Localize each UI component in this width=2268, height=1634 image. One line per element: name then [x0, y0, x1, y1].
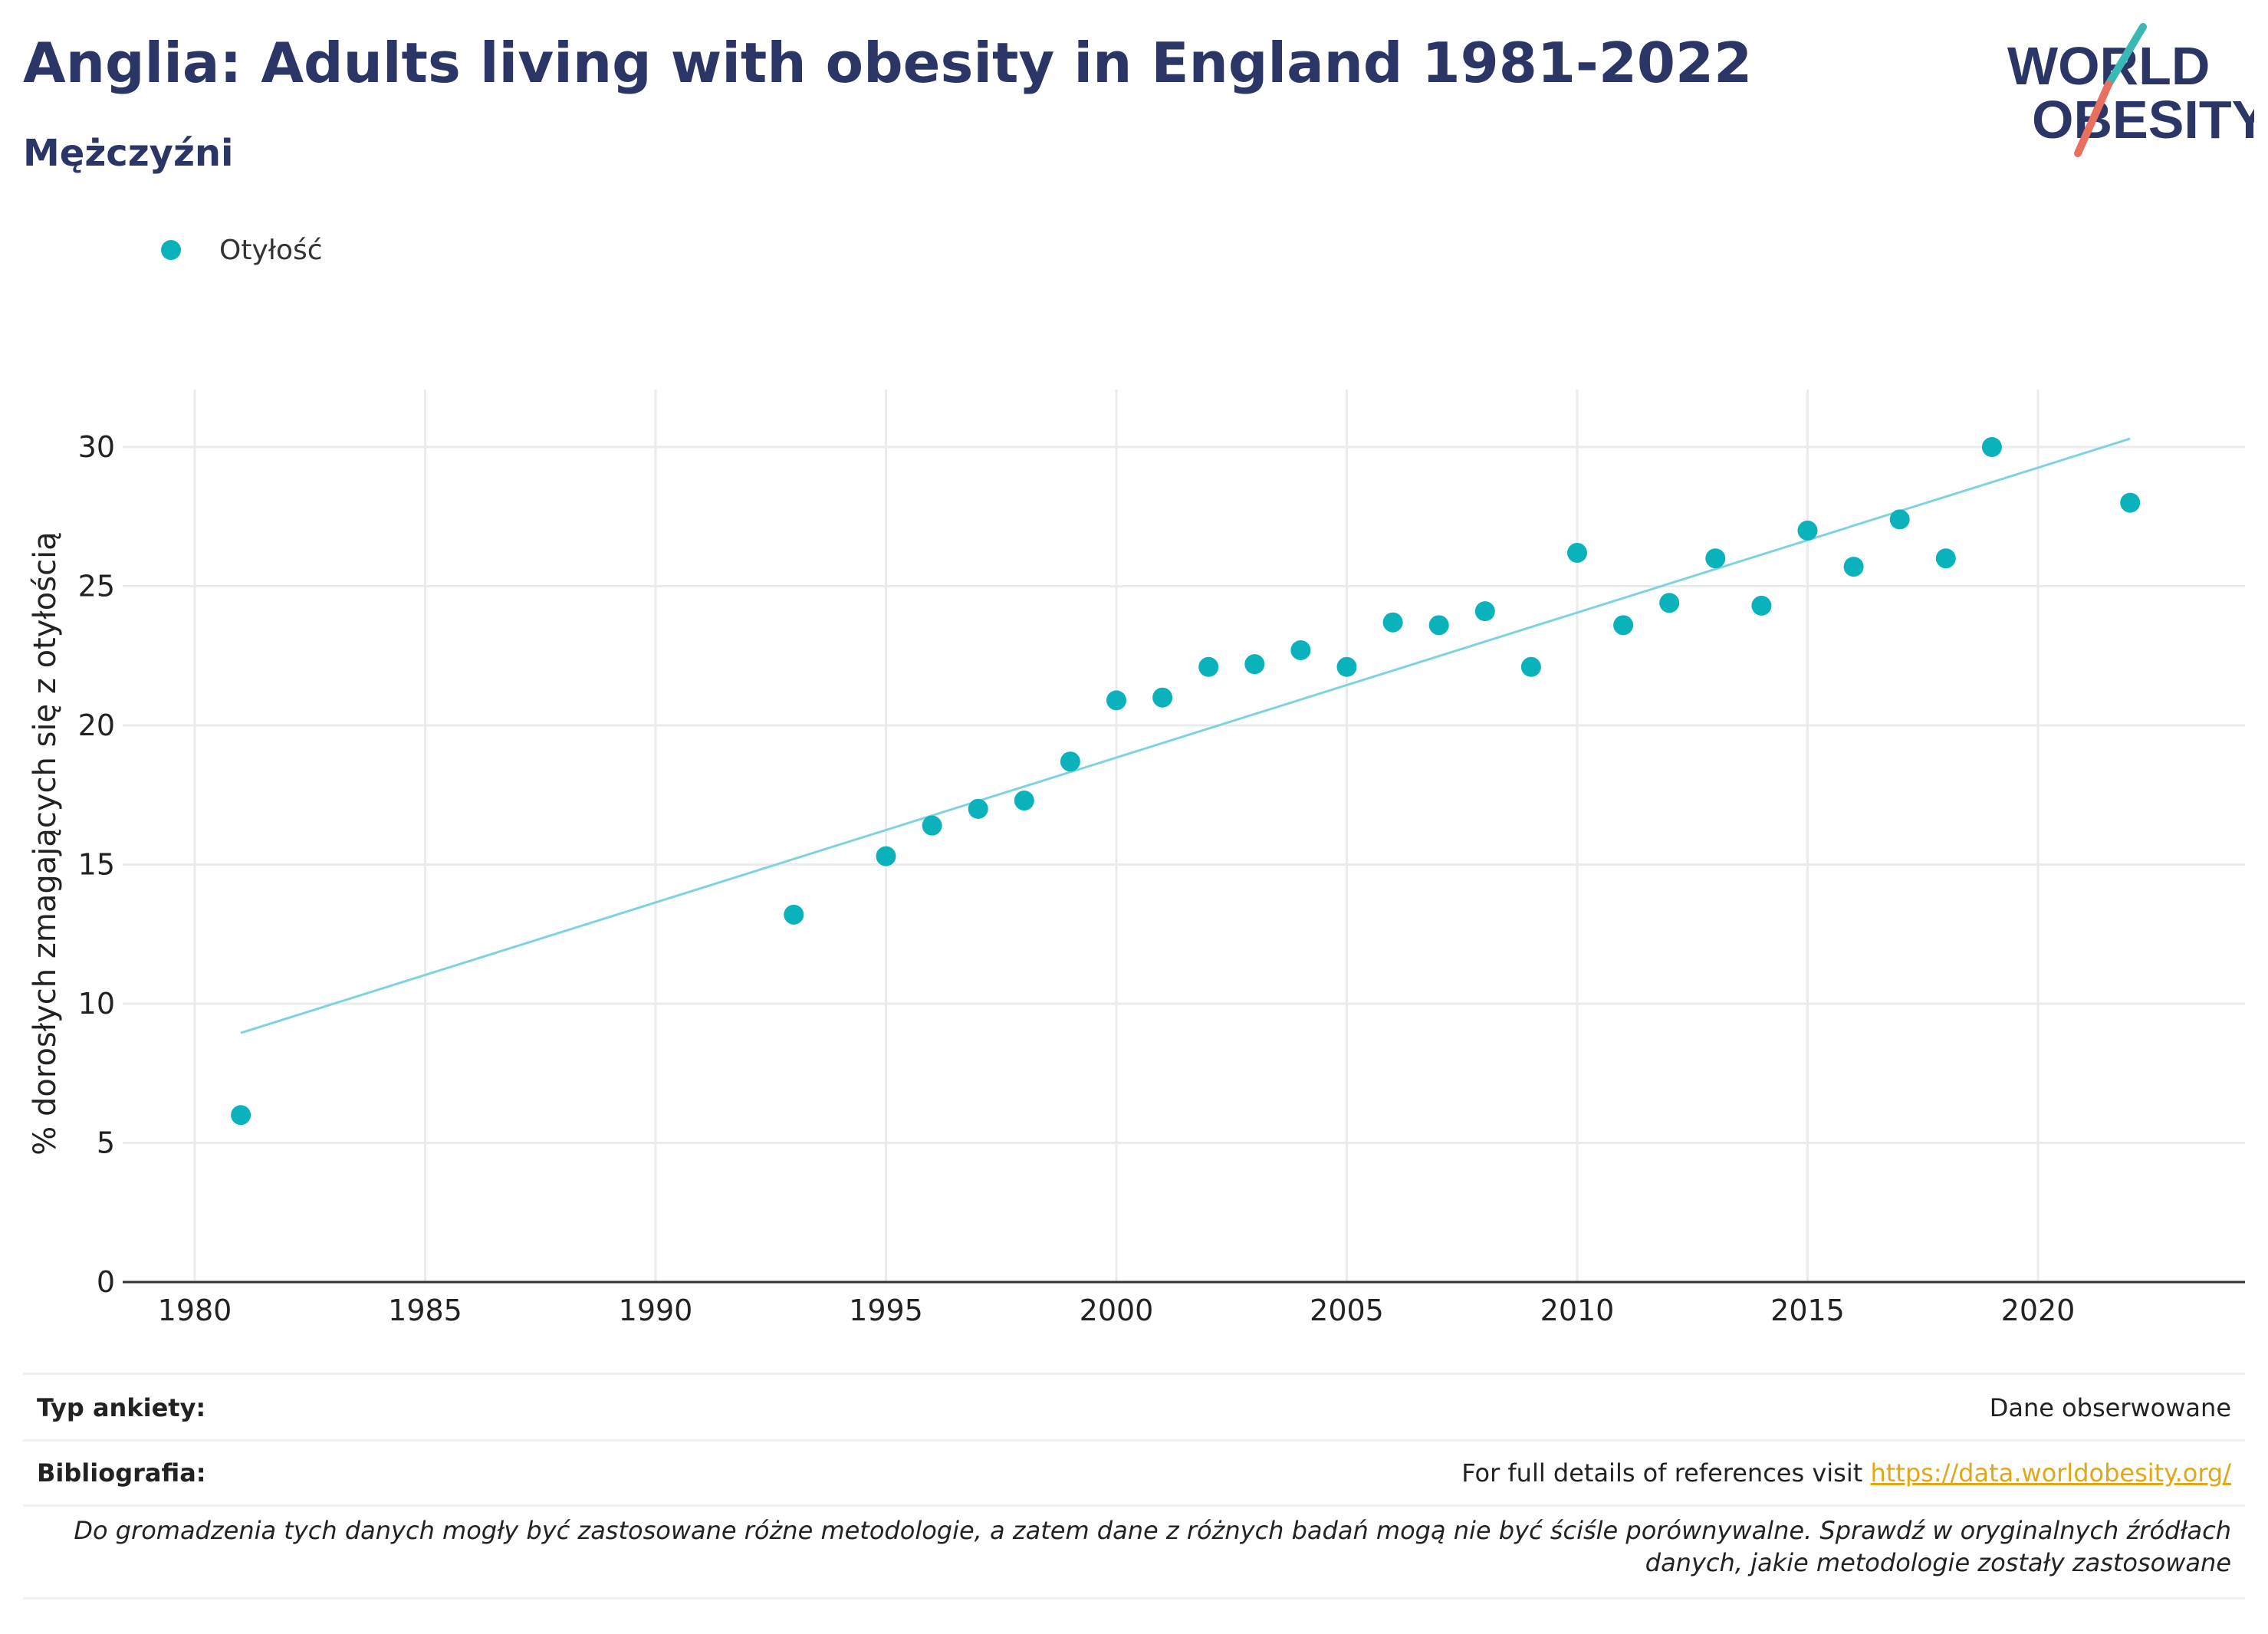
data-point: [784, 904, 804, 925]
x-tick-label: 2015: [1770, 1294, 1845, 1327]
legend-marker: [161, 240, 181, 260]
y-tick-label: 30: [78, 430, 115, 464]
methodology-note-line-2: danych, jakie metodologie zostały zastos…: [1645, 1548, 2231, 1577]
data-point: [1567, 542, 1587, 563]
data-point: [1474, 601, 1495, 622]
data-point: [968, 798, 988, 819]
data-point: [1705, 548, 1726, 569]
data-point: [922, 815, 942, 836]
chart-title: Anglia: Adults living with obesity in En…: [23, 31, 1753, 95]
scatter-chart: 1980 1985 1990 1995 2000 2005 2010 2015 2020 051…: [28, 390, 2245, 1327]
y-tick-label: 20: [78, 709, 115, 742]
data-point: [1659, 593, 1680, 613]
data-point: [1981, 437, 2002, 457]
y-tick-label: 0: [97, 1265, 115, 1299]
data-point: [1751, 595, 1772, 616]
x-tick-label: 1985: [388, 1294, 462, 1327]
x-tick-label: 1990: [619, 1294, 693, 1327]
legend[interactable]: Otyłość: [161, 232, 323, 268]
x-tick-label: 1980: [158, 1294, 232, 1327]
divider-top: [23, 1373, 2245, 1375]
divider-bottom: [23, 1597, 2245, 1599]
data-point: [1520, 656, 1541, 677]
bibliography-row: Bibliografia: For full details of refere…: [23, 1442, 2245, 1507]
data-point: [876, 846, 896, 866]
trendline-layer: [240, 437, 2131, 1034]
legend-label: Otyłość: [219, 234, 323, 266]
data-point: [1244, 654, 1265, 675]
bibliography-label: Bibliografia:: [37, 1458, 206, 1488]
data-point: [1198, 656, 1219, 677]
data-point: [1152, 687, 1173, 708]
grid: [123, 390, 2245, 1282]
data-point: [1382, 612, 1403, 633]
chart-subtitle: Mężczyźni: [23, 132, 234, 175]
world-obesity-logo: WORLD OBESITY: [2007, 23, 2254, 157]
logo-slash-teal: [2105, 23, 2147, 88]
y-axis-label: % dorosłych zmagających się z otyłością: [28, 531, 63, 1155]
data-point: [1290, 639, 1311, 660]
points-layer: [231, 437, 2141, 1126]
data-point: [1797, 520, 1818, 541]
x-tick-label: 1995: [849, 1294, 923, 1327]
x-tick-label: 2000: [1080, 1294, 1154, 1327]
survey-type-label: Typ ankiety:: [37, 1393, 206, 1422]
data-point: [2120, 492, 2141, 513]
data-point: [231, 1105, 251, 1126]
logo-word-obesity: OBESITY: [2032, 90, 2254, 150]
survey-type-row: Typ ankiety: Dane obserwowane: [23, 1376, 2245, 1442]
data-point: [1428, 615, 1449, 636]
y-tick-label: 10: [78, 987, 115, 1021]
methodology-note: Do gromadzenia tych danych mogły być zas…: [23, 1514, 2231, 1579]
y-tick-label: 25: [78, 570, 115, 603]
y-tick-labels: 0 5 10 15 20 25 30: [78, 430, 115, 1299]
data-point: [1843, 557, 1864, 577]
x-tick-label: 2020: [2001, 1294, 2076, 1327]
logo-slash-coral: [2074, 81, 2112, 157]
bibliography-value: For full details of references visit htt…: [1461, 1458, 2231, 1488]
trendline: [240, 437, 2131, 1034]
data-point: [1060, 751, 1080, 772]
x-tick-label: 2010: [1540, 1294, 1615, 1327]
data-point: [1935, 548, 1956, 569]
data-point: [1336, 656, 1357, 677]
x-tick-label: 2005: [1310, 1294, 1384, 1327]
bibliography-text: For full details of references visit: [1461, 1458, 1871, 1488]
y-tick-label: 15: [78, 848, 115, 882]
data-point: [1889, 509, 1910, 530]
data-point: [1014, 791, 1034, 811]
methodology-note-line-1: Do gromadzenia tych danych mogły być zas…: [74, 1516, 2231, 1545]
y-tick-label: 5: [97, 1126, 115, 1160]
bibliography-link[interactable]: https://data.worldobesity.org/: [1870, 1458, 2231, 1488]
survey-type-value: Dane obserwowane: [1989, 1393, 2231, 1422]
data-point: [1106, 690, 1126, 711]
x-tick-labels: 1980 1985 1990 1995 2000 2005 2010 2015 2020: [158, 1294, 2076, 1327]
data-point: [1613, 615, 1634, 636]
